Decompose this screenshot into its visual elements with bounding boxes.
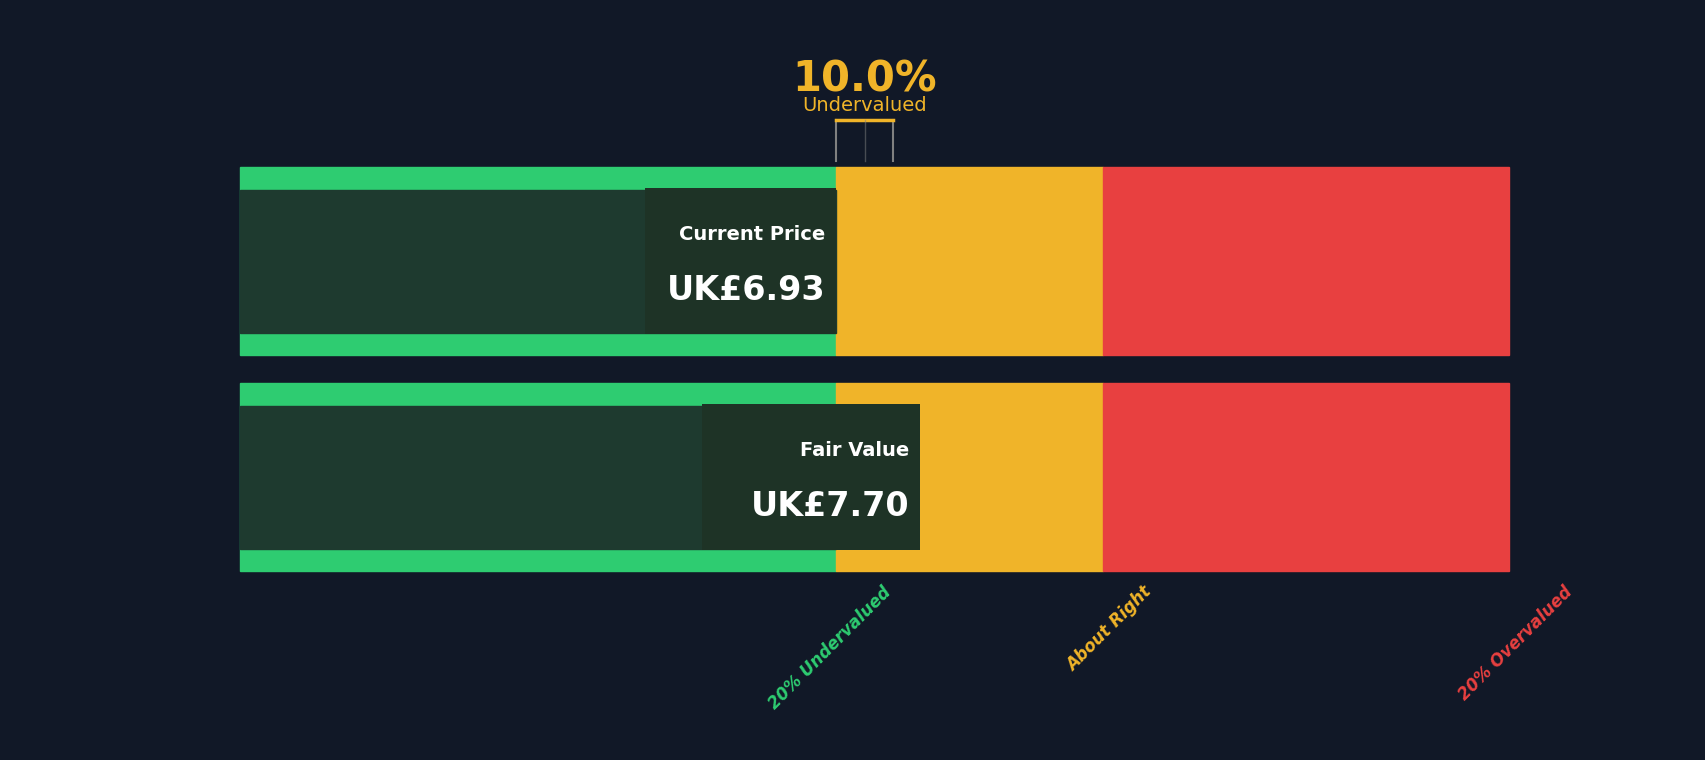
Text: Current Price: Current Price [679, 225, 825, 244]
Text: 20% Undervalued: 20% Undervalued [764, 583, 893, 712]
Bar [701, 404, 919, 550]
Text: UK£7.70: UK£7.70 [750, 490, 909, 523]
Bar [835, 383, 1101, 571]
Bar [239, 167, 835, 355]
Bar [835, 167, 1101, 355]
Text: Undervalued: Undervalued [801, 97, 926, 116]
Bar [644, 188, 835, 334]
Text: Fair Value: Fair Value [800, 442, 909, 461]
Text: UK£6.93: UK£6.93 [667, 274, 825, 307]
Text: 10.0%: 10.0% [793, 59, 936, 100]
Bar [1101, 383, 1507, 571]
Bar [239, 190, 835, 333]
Bar [1101, 167, 1507, 355]
Bar [239, 406, 835, 549]
Bar [239, 383, 835, 571]
Text: 20% Overvalued: 20% Overvalued [1454, 583, 1575, 704]
Text: About Right: About Right [1062, 583, 1154, 675]
